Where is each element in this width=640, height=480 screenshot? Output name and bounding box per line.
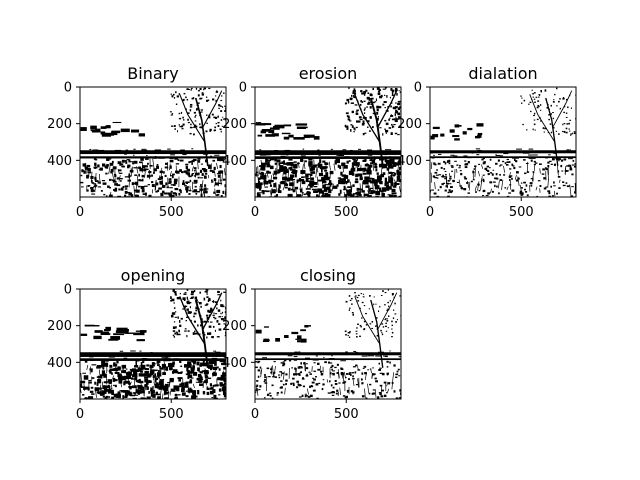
x-tick-label: 0	[426, 205, 434, 220]
y-tick-label: 200	[47, 117, 72, 132]
y-tick-label: 0	[239, 283, 247, 298]
y-tick-label: 0	[414, 81, 422, 96]
subplot-erosion: erosion 0 500 0 200 400	[222, 64, 402, 220]
y-tick-label: 400	[222, 356, 247, 371]
y-tick-label: 200	[222, 117, 247, 132]
y-tick-label: 200	[397, 117, 422, 132]
y-tick-label: 0	[64, 283, 72, 298]
y-tick-label: 0	[64, 81, 72, 96]
x-tick-label: 500	[509, 205, 534, 220]
x-tick-label: 500	[159, 407, 184, 422]
binary-image	[80, 289, 226, 399]
y-tick-label: 200	[47, 319, 72, 334]
x-tick-label: 500	[334, 407, 359, 422]
x-tick-label: 0	[76, 407, 84, 422]
x-tick-label: 0	[76, 205, 84, 220]
x-tick-label: 500	[159, 205, 184, 220]
y-tick-label: 400	[222, 154, 247, 169]
y-tick-label: 400	[397, 154, 422, 169]
axes-frame	[254, 288, 402, 400]
x-tick-label: 0	[251, 205, 259, 220]
axes-frame	[79, 288, 227, 400]
subplot-title: dialation	[468, 64, 537, 83]
x-tick-label: 500	[334, 205, 359, 220]
subplot-dialation: dialation 0 500 0 200 400	[397, 64, 577, 220]
binary-image	[430, 87, 576, 197]
y-tick-label: 200	[222, 319, 247, 334]
binary-image	[255, 87, 401, 197]
axes-frame	[79, 86, 227, 198]
subplot-title: Binary	[127, 64, 178, 83]
y-tick-label: 0	[239, 81, 247, 96]
axes-frame	[254, 86, 402, 198]
subplot-closing: closing 0 500 0 200 400	[222, 266, 402, 422]
x-tick-label: 0	[251, 407, 259, 422]
y-tick-label: 400	[47, 356, 72, 371]
subplot-title: opening	[121, 266, 186, 285]
subplot-Binary: Binary 0 500 0 200 400	[47, 64, 227, 220]
binary-image	[255, 289, 401, 399]
subplot-title: erosion	[299, 64, 358, 83]
axes-frame	[429, 86, 577, 198]
binary-image	[80, 87, 226, 197]
subplot-title: closing	[300, 266, 356, 285]
subplot-opening: opening 0 500 0 200 400	[47, 266, 227, 422]
y-tick-label: 400	[47, 154, 72, 169]
